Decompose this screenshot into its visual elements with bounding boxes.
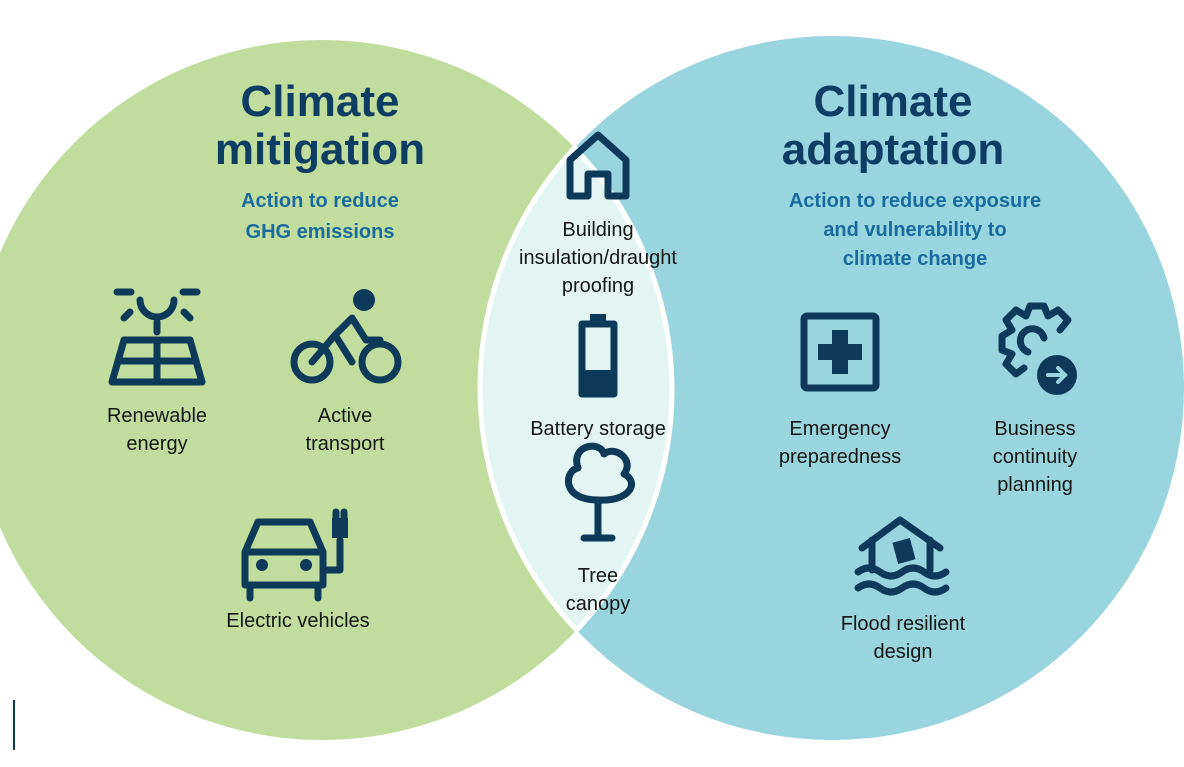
house-icon xyxy=(566,131,630,200)
section-subtitle: climate change xyxy=(843,248,988,270)
section-subtitle: Action to reduce xyxy=(241,190,399,212)
item-label: insulation/draught xyxy=(519,247,677,269)
section-title: mitigation xyxy=(215,125,425,174)
item-label: Building xyxy=(562,219,633,241)
item-label: preparedness xyxy=(779,446,901,468)
gear-arrow-icon xyxy=(998,302,1077,395)
item-label: Electric vehicles xyxy=(226,610,369,632)
first-aid-icon xyxy=(800,312,880,392)
section-title: Climate xyxy=(241,77,400,126)
section-title: adaptation xyxy=(782,125,1004,174)
item-label: planning xyxy=(997,474,1073,496)
item-label: Renewable xyxy=(107,405,207,427)
tree-icon xyxy=(564,442,635,542)
section-subtitle: and vulnerability to xyxy=(823,219,1006,241)
item-label: Active xyxy=(318,405,372,427)
battery-icon xyxy=(578,314,618,398)
mitigation-circle xyxy=(0,40,672,740)
item-label: Battery storage xyxy=(530,418,666,440)
bicycle-icon xyxy=(290,289,402,384)
section-title: Climate xyxy=(814,77,973,126)
section-subtitle: Action to reduce exposure xyxy=(789,190,1041,212)
item-label: energy xyxy=(126,433,187,455)
item-label: Flood resilient xyxy=(841,613,966,635)
item-label: Business xyxy=(994,418,1075,440)
item-label: Tree xyxy=(578,565,618,587)
section-subtitle: GHG emissions xyxy=(246,221,395,243)
overlap-edge xyxy=(480,37,675,740)
item-label: design xyxy=(874,641,933,663)
item-label: transport xyxy=(306,433,385,455)
item-label: proofing xyxy=(562,275,634,297)
flood-house-icon xyxy=(854,516,950,596)
solar-icon xyxy=(108,288,206,386)
item-label: Emergency xyxy=(789,418,890,440)
electric-car-icon xyxy=(241,508,348,602)
item-label: continuity xyxy=(993,446,1078,468)
item-label: canopy xyxy=(566,593,631,615)
